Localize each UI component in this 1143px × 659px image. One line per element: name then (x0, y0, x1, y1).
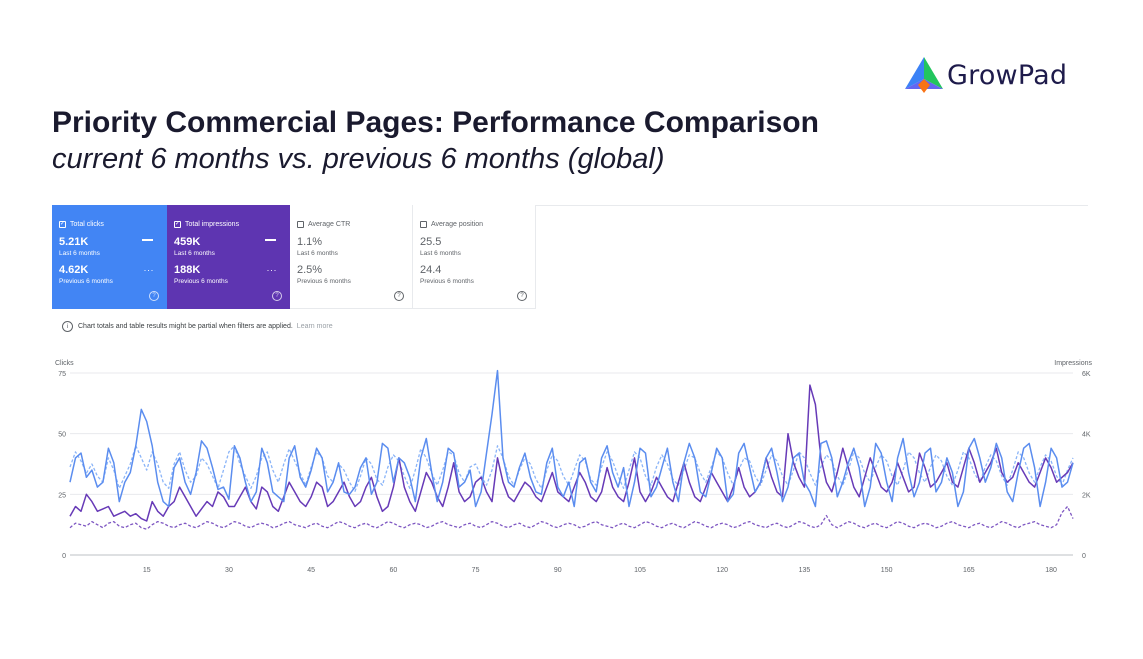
performance-chart: Clicks Impressions 75 50 25 0 6K 4K 2K 0 15 30 4… (55, 360, 1093, 574)
cards-divider (534, 205, 1088, 206)
y-left-tick-label: 75 (58, 371, 66, 378)
filter-notice: i Chart totals and table results might b… (62, 321, 333, 332)
metric-previous-label: Previous 6 months (174, 278, 228, 285)
metric-current-label: Last 6 months (174, 250, 215, 257)
metric-current-label: Last 6 months (420, 250, 461, 257)
x-tick-label: 105 (634, 567, 646, 574)
y-right-tick-label: 2K (1082, 492, 1091, 499)
x-tick-label: 30 (225, 567, 233, 574)
x-tick-label: 150 (881, 567, 893, 574)
metric-card-ctr[interactable]: Average CTR 1.1% Last 6 months 2.5% Prev… (290, 205, 413, 309)
x-tick-label: 165 (963, 567, 975, 574)
metric-previous-label: Previous 6 months (297, 278, 351, 285)
metric-current-value: 25.5 (420, 236, 442, 248)
metric-previous-label: Previous 6 months (420, 278, 474, 285)
x-tick-label: 90 (554, 567, 562, 574)
metric-card-impressions[interactable]: ✓ Total impressions 459K Last 6 months 1… (167, 205, 290, 309)
dashed-line-legend-icon: ··· (266, 265, 277, 275)
x-tick-label: 180 (1045, 567, 1057, 574)
metric-previous-value: 188K (174, 264, 201, 276)
solid-line-legend-icon (265, 239, 276, 241)
metric-current-label: Last 6 months (297, 250, 338, 257)
y-left-tick-label: 0 (62, 553, 66, 560)
left-axis-title: Clicks (55, 360, 74, 367)
y-right-tick-label: 0 (1082, 553, 1086, 560)
metric-previous-value: 4.62K (59, 264, 89, 276)
x-tick-label: 60 (389, 567, 397, 574)
series-line-3 (69, 505, 1074, 530)
checkbox-checked-icon[interactable]: ✓ (174, 221, 181, 228)
growpad-logo: GrowPad (903, 55, 1067, 95)
series-line-2 (69, 445, 1074, 492)
y-left-tick-label: 25 (58, 492, 66, 499)
checkbox-unchecked-icon[interactable] (420, 221, 427, 228)
y-left-tick-label: 50 (58, 432, 66, 439)
help-icon[interactable]: ? (149, 291, 159, 301)
series-line-1 (69, 384, 1074, 522)
notice-text: Chart totals and table results might be … (78, 323, 293, 330)
help-icon[interactable]: ? (394, 291, 404, 301)
metric-label: Average position (431, 221, 484, 228)
x-tick-label: 120 (716, 567, 728, 574)
metric-card-position[interactable]: Average position 25.5 Last 6 months 24.4… (413, 205, 536, 309)
metric-previous-label: Previous 6 months (59, 278, 113, 285)
x-tick-label: 15 (143, 567, 151, 574)
series-line-0 (69, 369, 1074, 508)
solid-line-legend-icon (142, 239, 153, 241)
checkbox-unchecked-icon[interactable] (297, 221, 304, 228)
metric-current-value: 5.21K (59, 236, 89, 248)
metric-current-value: 459K (174, 236, 201, 248)
y-right-tick-label: 6K (1082, 371, 1091, 378)
x-tick-label: 45 (307, 567, 315, 574)
metric-previous-value: 24.4 (420, 264, 442, 276)
dashed-line-legend-icon: ··· (143, 265, 154, 275)
help-icon[interactable]: ? (272, 291, 282, 301)
right-axis-title: Impressions (1054, 360, 1092, 367)
metric-label: Average CTR (308, 221, 351, 228)
metric-current-label: Last 6 months (59, 250, 100, 257)
metric-current-value: 1.1% (297, 236, 323, 248)
page-subtitle: current 6 months vs. previous 6 months (… (52, 143, 665, 175)
info-icon: i (62, 321, 73, 332)
growpad-logo-icon (905, 57, 943, 93)
checkbox-checked-icon[interactable]: ✓ (59, 221, 66, 228)
metric-label: Total clicks (70, 221, 104, 228)
x-tick-label: 75 (472, 567, 480, 574)
brand-name: GrowPad (947, 59, 1068, 91)
page-title: Priority Commercial Pages: Performance C… (52, 106, 819, 139)
metric-previous-value: 2.5% (297, 264, 323, 276)
learn-more-link[interactable]: Learn more (296, 323, 333, 330)
help-icon[interactable]: ? (517, 291, 527, 301)
metric-card-clicks[interactable]: ✓ Total clicks 5.21K Last 6 months 4.62K… (52, 205, 167, 309)
y-right-tick-label: 4K (1082, 432, 1091, 439)
x-tick-label: 135 (799, 567, 811, 574)
metric-cards: ✓ Total clicks 5.21K Last 6 months 4.62K… (52, 205, 536, 309)
metric-label: Total impressions (185, 221, 240, 228)
